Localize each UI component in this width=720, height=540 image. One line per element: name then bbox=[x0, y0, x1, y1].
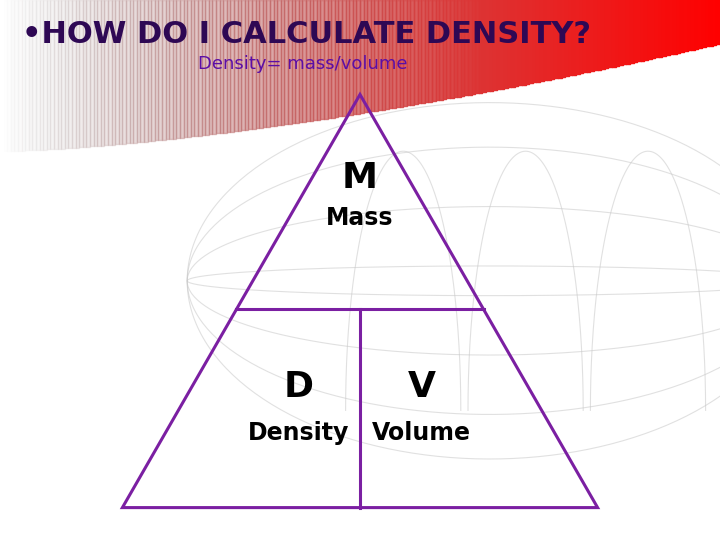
Text: •HOW DO I CALCULATE DENSITY?: •HOW DO I CALCULATE DENSITY? bbox=[22, 19, 590, 49]
Text: Mass: Mass bbox=[326, 206, 394, 230]
Text: Density= mass/volume: Density= mass/volume bbox=[198, 55, 407, 73]
Text: M: M bbox=[342, 160, 378, 194]
Text: D: D bbox=[283, 370, 313, 404]
Text: Volume: Volume bbox=[372, 421, 472, 445]
Text: V: V bbox=[408, 370, 436, 404]
Text: Density: Density bbox=[248, 421, 349, 445]
